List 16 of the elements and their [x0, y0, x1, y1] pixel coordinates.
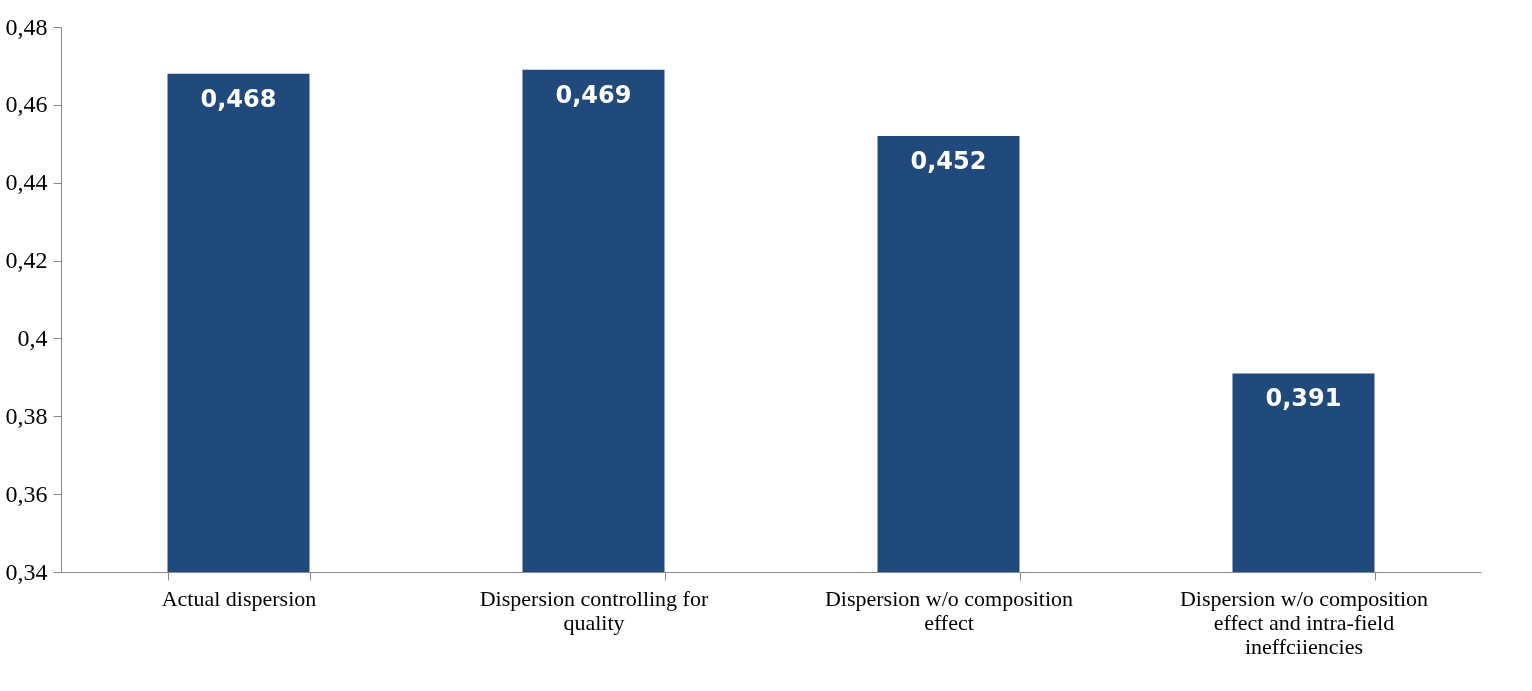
x-tick-label: Dispersion controlling for quality	[479, 585, 709, 635]
data-label: 0,452	[910, 147, 987, 175]
y-tick-label: 0,42	[5, 247, 48, 274]
y-tick-label: 0,4	[17, 324, 48, 351]
data-label: 0,468	[200, 84, 277, 113]
y-tick-label: 0,34	[5, 558, 48, 585]
x-tick-label: Dispersion w/o composition effect and intra-field ineffciiencies	[1179, 585, 1429, 659]
x-tick-label: Dispersion w/o composition effect	[824, 585, 1074, 635]
data-label: 0,391	[1265, 384, 1342, 413]
y-tick-label: 0,38	[5, 402, 48, 429]
y-tick-label: 0,44	[5, 169, 48, 196]
data-label: 0,469	[555, 80, 632, 109]
y-tick-label: 0,48	[5, 13, 48, 40]
y-tick-label: 0,36	[5, 480, 48, 507]
y-tick-label: 0,46	[5, 91, 48, 118]
x-tick-label: Actual dispersion	[161, 585, 317, 611]
